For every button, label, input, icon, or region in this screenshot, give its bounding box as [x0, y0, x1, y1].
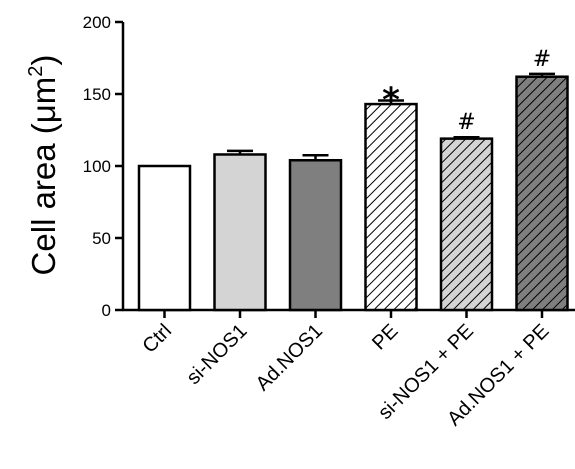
bar-hatch: [365, 104, 417, 310]
bar-hatch: [516, 76, 568, 310]
bar-hatch: [441, 138, 492, 310]
bar: [290, 160, 341, 310]
y-tick-label: 100: [83, 157, 111, 176]
y-tick-label: 150: [83, 85, 111, 104]
y-axis-label-suffix: ): [25, 55, 62, 66]
x-tick-label: Ad.NOS1: [252, 320, 327, 395]
y-axis-label: Cell area (μm2): [25, 55, 62, 276]
significance-annotation: *: [382, 80, 400, 120]
x-tick-label: si-NOS1: [183, 320, 252, 389]
significance-annotation: #: [533, 47, 551, 72]
significance-annotation: #: [457, 110, 475, 135]
y-tick-label: 200: [83, 13, 111, 32]
y-tick-label: 0: [102, 301, 111, 320]
svg-text:Cell area (μm2): Cell area (μm2): [25, 55, 62, 276]
bar: [139, 166, 190, 310]
y-axis-label-unit: μm: [25, 77, 62, 124]
bar: [214, 154, 266, 310]
y-axis-label-prefix: Cell area (: [25, 123, 62, 275]
x-tick-label: Ctrl: [138, 320, 176, 358]
y-axis-label-superscript: 2: [25, 66, 47, 77]
x-tick-label: PE: [368, 320, 402, 354]
y-tick-label: 50: [92, 229, 111, 248]
